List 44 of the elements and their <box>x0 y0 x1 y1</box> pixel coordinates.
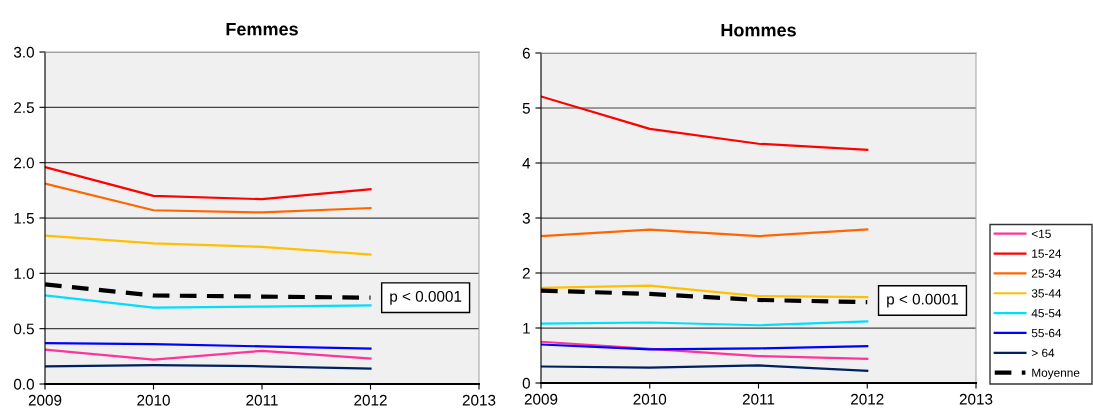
annotation: p < 0.0001 <box>887 293 959 308</box>
x-tick-label: 2009 <box>28 394 62 406</box>
legend-label: 45-54 <box>1031 309 1062 318</box>
line-series <box>541 95 869 151</box>
y-tick-label: 0.5 <box>13 323 34 335</box>
y-tick-label: 2.5 <box>14 102 34 114</box>
x-tick-label: 2013 <box>462 394 496 406</box>
chart-title: Hommes <box>721 23 796 37</box>
x-tick-label: 2010 <box>633 393 667 405</box>
y-tick-label: 2 <box>522 267 530 279</box>
y-tick-label: 4 <box>522 158 531 169</box>
line-series <box>45 165 372 201</box>
x-tick-label: 2010 <box>137 394 170 406</box>
line-series <box>541 340 869 360</box>
x-tick-label: 2012 <box>354 394 387 406</box>
y-tick-label: 2.0 <box>14 157 34 169</box>
x-tick-label: 2012 <box>851 393 884 405</box>
legend-label: 15-24 <box>1032 249 1062 258</box>
x-tick-label: 2013 <box>959 393 993 405</box>
y-tick-label: 3 <box>522 212 530 224</box>
line-series <box>45 182 372 214</box>
y-tick-label: 1.5 <box>14 213 34 224</box>
line-series <box>45 294 372 309</box>
line-series <box>45 234 372 256</box>
y-tick-label: 1 <box>523 323 530 334</box>
legend-label: Moyenne <box>1032 368 1080 380</box>
y-tick-label: 6 <box>522 47 530 59</box>
y-tick-label: 3.0 <box>13 46 34 58</box>
x-tick-label: 2011 <box>246 394 278 406</box>
x-tick-label: 2009 <box>524 393 558 405</box>
chart-title: Femmes <box>226 22 298 36</box>
legend-label: <15 <box>1031 229 1051 238</box>
y-tick-label: 0.0 <box>13 378 34 390</box>
legend-label: > 64 <box>1031 348 1055 358</box>
legend-label: 35-44 <box>1031 289 1062 298</box>
y-tick-label: 0 <box>522 377 530 389</box>
legend-label: 25-34 <box>1031 269 1062 278</box>
y-tick-label: 1.0 <box>14 268 34 280</box>
annotation: p < 0.0001 <box>390 290 462 305</box>
line-series <box>541 284 869 299</box>
legend-label: 55-64 <box>1031 328 1062 338</box>
y-tick-label: 5 <box>522 103 530 114</box>
x-tick-label: 2011 <box>742 393 775 405</box>
line-series <box>45 348 372 361</box>
